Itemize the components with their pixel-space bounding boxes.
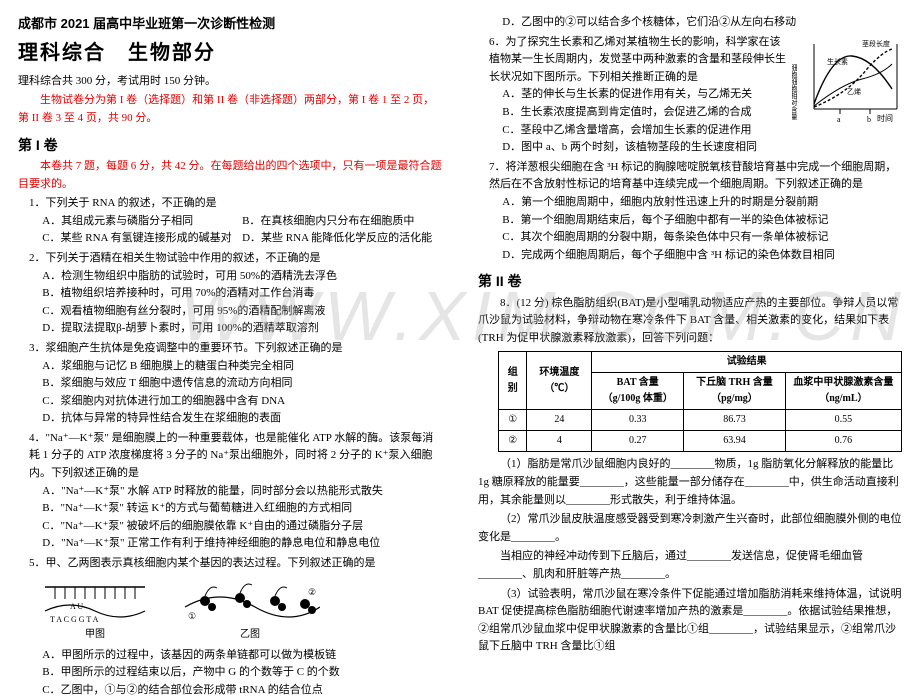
- question-1: 1．下列关于 RNA 的叙述，不正确的是 A．其组成元素与磷脂分子相同 B．在真…: [18, 195, 442, 248]
- question-4: 4．"Na⁺—K⁺泵" 是细胞膜上的一种重要载体，也是能催化 ATP 水解的酶。…: [18, 430, 442, 553]
- q3-opt-d: D．抗体与异常的特异性结合发生在浆细胞的表面: [42, 410, 442, 428]
- svg-text:乙烯: 乙烯: [847, 87, 861, 96]
- q7-opt-b: B．第一个细胞周期结束后，每个子细胞中都有一半的染色体被标记: [502, 212, 902, 230]
- q7-opt-c: C．其次个细胞周期的分裂中期，每条染色体中只有一条单体被标记: [502, 229, 902, 247]
- th-trh: 下丘脑 TRH 含量（pg/mg）: [684, 373, 786, 410]
- svg-text:细胞细胞相对含量: 细胞细胞相对含量: [792, 63, 798, 120]
- svg-text:A U: A U: [70, 602, 83, 611]
- q5-fig1-caption: 甲图: [40, 627, 150, 643]
- right-column: D．乙图中的②可以结合多个核糖体，它们沿②从左向右移动 a b 细胞细胞相对含量…: [460, 0, 920, 651]
- q4-opt-c: C．"Na⁺—K⁺泵" 被破坏后的细胞膜依靠 K⁺自由的通过磷脂分子层: [42, 518, 442, 536]
- cell: 0.76: [785, 431, 901, 452]
- q5-opt-a: A．甲图所示的过程中，该基因的两条单链都可以做为模板链: [42, 647, 442, 665]
- svg-text:②: ②: [308, 587, 316, 597]
- cell: 0.55: [785, 410, 901, 431]
- intro-1: 理科综合共 300 分，考试用时 150 分钟。: [18, 73, 442, 91]
- table-row: ① 24 0.33 86.73 0.55: [499, 410, 902, 431]
- q2-stem: 2．下列关于酒精在相关生物试验中作用的叙述，不正确的是: [18, 250, 442, 268]
- section-2-title: 第 II 卷: [478, 270, 902, 292]
- q8-p1: （1）脂肪是常爪沙鼠细胞内良好的________物质，1g 脂肪氧化分解释放的能…: [478, 456, 902, 509]
- q3-stem: 3．浆细胞产生抗体是免疫调整中的重要环节。下列叙述正确的是: [18, 340, 442, 358]
- svg-text:生长素: 生长素: [827, 57, 848, 66]
- q5-opt-b: B．甲图所示的过程结束以后，产物中 G 的个数等于 C 的个数: [42, 664, 442, 682]
- q6-chart: a b 细胞细胞相对含量 茎段长度 乙烯 生长素 时间: [792, 34, 902, 124]
- table-row: ② 4 0.27 63.94 0.76: [499, 431, 902, 452]
- cell: ②: [499, 431, 527, 452]
- left-column: 成都市 2021 届高中毕业班第一次诊断性检测 理科综合 生物部分 理科综合共 …: [0, 0, 460, 651]
- intro-2: 生物试卷分为第 I 卷（选择题）和第 II 卷（非选择题）两部分，第 I 卷 1…: [18, 92, 442, 127]
- q2-opt-a: A．检测生物组织中脂肪的试验时，可用 50%的酒精洗去浮色: [42, 268, 442, 286]
- q2-opt-d: D．提取法提取β-胡萝卜素时，可用 100%的酒精萃取溶剂: [42, 320, 442, 338]
- q6-opt-c: C．茎段中乙烯含量增高，会增加生长素的促进作用: [502, 122, 902, 140]
- svg-text:①: ①: [188, 611, 196, 621]
- cell: ①: [499, 410, 527, 431]
- cell: 0.27: [592, 431, 684, 452]
- th-temp: 环境温度（℃）: [527, 352, 592, 410]
- cell: 4: [527, 431, 592, 452]
- q4-opt-d: D．"Na⁺—K⁺泵" 正常工作有利于维持神经细胞的静息电位和静息电位: [42, 535, 442, 553]
- q8-table: 组别 环境温度（℃） 试验结果 BAT 含量（g/100g 体重） 下丘脑 TR…: [498, 351, 902, 452]
- q5-opt-d: D．乙图中的②可以结合多个核糖体，它们沿②从左向右移动: [502, 14, 902, 32]
- svg-text:a: a: [837, 115, 841, 124]
- q2-opt-c: C．观看植物细胞有丝分裂时，可用 95%的酒精配制解离液: [42, 303, 442, 321]
- q8-p2: （2）常爪沙鼠皮肤温度感受器受到寒冷刺激产生兴奋时，此部位细胞膜外侧的电位变化是…: [478, 511, 902, 546]
- q3-opt-c: C．浆细胞内对抗体进行加工的细胞器中含有 DNA: [42, 393, 442, 411]
- th-results: 试验结果: [592, 352, 902, 373]
- question-2: 2．下列关于酒精在相关生物试验中作用的叙述，不正确的是 A．检测生物组织中脂肪的…: [18, 250, 442, 338]
- q5-figure-2: ① ② 乙图: [180, 577, 320, 643]
- q5-opt-c: C．乙图中，①与②的结合部位会形成带 tRNA 的结合位点: [42, 682, 442, 699]
- q3-opt-a: A．浆细胞与记忆 B 细胞膜上的糖蛋白种类完全相同: [42, 358, 442, 376]
- cell: 63.94: [684, 431, 786, 452]
- q8-p3: 当相应的神经冲动传到下丘脑后，通过________发送信息，促使肾毛细血管___…: [478, 548, 902, 583]
- q8-stem: 8．(12 分) 棕色脂肪组织(BAT)是小型哺乳动物适应产热的主要部位。争辩人…: [478, 295, 902, 348]
- svg-text:T A C G G T A: T A C G G T A: [50, 615, 99, 624]
- exam-title-line1: 成都市 2021 届高中毕业班第一次诊断性检测: [18, 14, 442, 35]
- q4-stem: 4．"Na⁺—K⁺泵" 是细胞膜上的一种重要载体，也是能催化 ATP 水解的酶。…: [18, 430, 442, 483]
- q3-opt-b: B．浆细胞与效应 T 细胞中遗传信息的流动方向相同: [42, 375, 442, 393]
- q5-stem: 5．甲、乙两图表示真核细胞内某个基因的表达过程。下列叙述正确的是: [18, 555, 442, 573]
- q7-stem: 7．将洋葱根尖细胞在含 ³H 标记的胸腺嘧啶脱氧核苷酸培育基中完成一个细胞周期，…: [478, 159, 902, 194]
- cell: 24: [527, 410, 592, 431]
- question-7: 7．将洋葱根尖细胞在含 ³H 标记的胸腺嘧啶脱氧核苷酸培育基中完成一个细胞周期，…: [478, 159, 902, 265]
- q5-figure-1: T A C G G T A A U 甲图: [40, 577, 150, 643]
- th-thyroid: 血浆中甲状腺激素含量（ng/mL）: [785, 373, 901, 410]
- th-bat: BAT 含量（g/100g 体重）: [592, 373, 684, 410]
- q6-opt-d: D．图中 a、b 两个时刻，该植物茎段的生长速度相同: [502, 139, 902, 157]
- q1-opt-d: D．某些 RNA 能降低化学反应的活化能: [242, 230, 442, 248]
- question-6: a b 细胞细胞相对含量 茎段长度 乙烯 生长素 时间 6．为了探究生长素和乙烯…: [478, 34, 902, 157]
- question-5: 5．甲、乙两图表示真核细胞内某个基因的表达过程。下列叙述正确的是 T A C G…: [18, 555, 442, 699]
- svg-text:时间: 时间: [877, 113, 893, 123]
- q1-opt-a: A．其组成元素与磷脂分子相同: [42, 213, 242, 231]
- q1-opt-c: C．某些 RNA 有氢键连接形成的碱基对: [42, 230, 242, 248]
- exam-title-line2: 理科综合 生物部分: [18, 37, 442, 69]
- q2-opt-b: B．植物组织培养接种时，可用 70%的酒精对工作台消毒: [42, 285, 442, 303]
- section-1-note: 本卷共 7 题，每题 6 分，共 42 分。在每题给出的四个选项中，只有一项是最…: [18, 158, 442, 193]
- q7-opt-d: D．完成两个细胞周期后，每个子细胞中含 ³H 标记的染色体数目相同: [502, 247, 902, 265]
- q5-fig2-caption: 乙图: [180, 627, 320, 643]
- q7-opt-a: A．第一个细胞周期中，细胞内放射性迅速上升的时期是分裂前期: [502, 194, 902, 212]
- section-1-title: 第 I 卷: [18, 134, 442, 156]
- q1-stem: 1．下列关于 RNA 的叙述，不正确的是: [18, 195, 442, 213]
- cell: 86.73: [684, 410, 786, 431]
- q8-p4: （3）试验表明，常爪沙鼠在寒冷条件下促能通过增加脂肪消耗来维持体温，试说明 BA…: [478, 586, 902, 656]
- question-3: 3．浆细胞产生抗体是免疫调整中的重要环节。下列叙述正确的是 A．浆细胞与记忆 B…: [18, 340, 442, 428]
- svg-text:b: b: [867, 115, 871, 124]
- svg-text:茎段长度: 茎段长度: [862, 39, 890, 48]
- ribosome-chain-icon: ① ②: [180, 577, 320, 627]
- question-8: 8．(12 分) 棕色脂肪组织(BAT)是小型哺乳动物适应产热的主要部位。争辩人…: [478, 295, 902, 656]
- q4-opt-b: B．"Na⁺—K⁺泵" 转运 K⁺的方式与葡萄糖进入红细胞的方式相同: [42, 500, 442, 518]
- growth-chart-icon: a b 细胞细胞相对含量 茎段长度 乙烯 生长素 时间: [792, 34, 902, 124]
- q4-opt-a: A．"Na⁺—K⁺泵" 水解 ATP 时释放的能量，同时部分会以热能形式散失: [42, 483, 442, 501]
- q1-opt-b: B．在真核细胞内只分布在细胞质中: [242, 213, 442, 231]
- dna-rna-icon: T A C G G T A A U: [40, 577, 150, 627]
- cell: 0.33: [592, 410, 684, 431]
- th-group: 组别: [499, 352, 527, 410]
